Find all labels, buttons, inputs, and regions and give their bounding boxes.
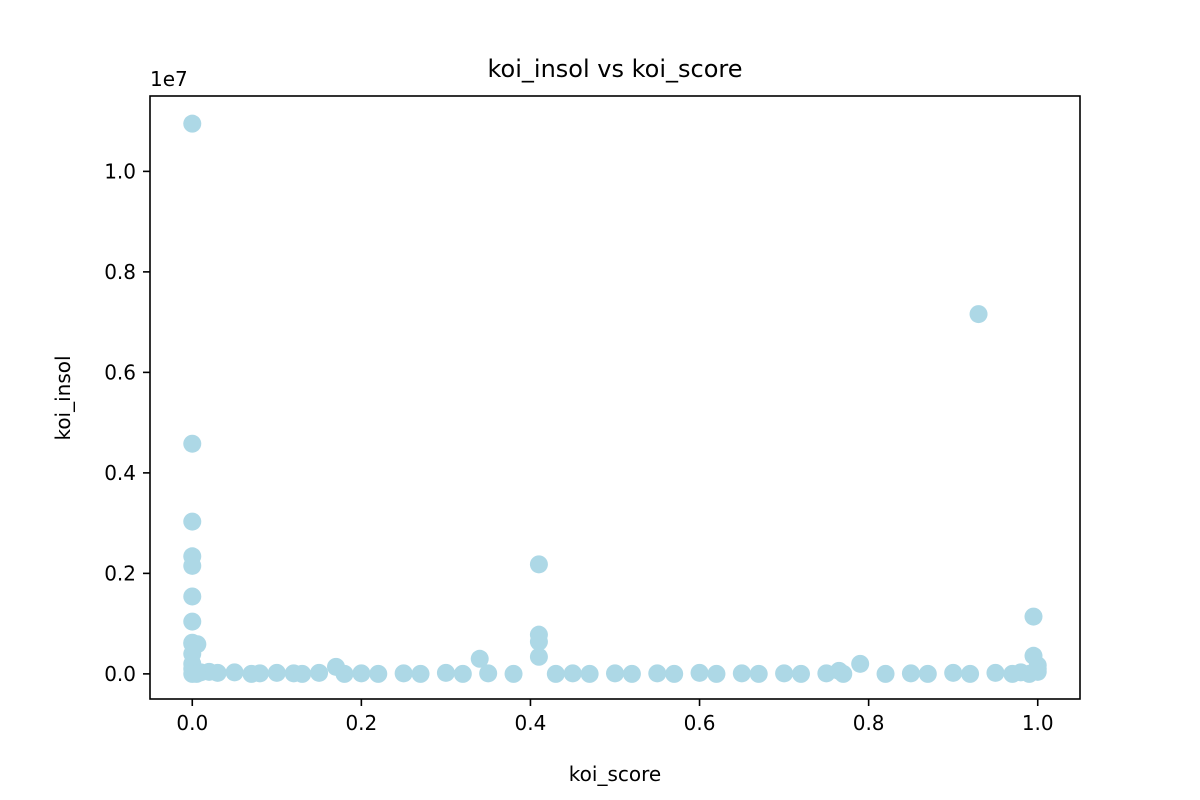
data-point [529, 632, 548, 651]
y-axis-label: koi_insol [51, 355, 75, 440]
data-point [293, 664, 312, 683]
data-point [335, 664, 354, 683]
points-layer [183, 114, 1047, 683]
data-point [352, 664, 371, 683]
data-point [208, 663, 227, 682]
y-tick-label: 0.2 [104, 561, 136, 585]
data-point [690, 663, 709, 682]
x-tick-label: 0.0 [176, 711, 208, 735]
data-point [267, 663, 286, 682]
data-point [183, 114, 202, 133]
data-point [876, 664, 895, 683]
y-offset-label: 1e7 [150, 67, 188, 91]
data-point [901, 664, 920, 683]
y-tick-label: 0.0 [104, 662, 136, 686]
y-tick-label: 0.4 [104, 461, 136, 485]
x-axis-ticks: 0.0 0.2 0.4 0.6 0.8 1.0 [176, 699, 1054, 735]
y-tick-label: 0.8 [104, 260, 136, 284]
data-point [479, 664, 498, 683]
data-point [183, 434, 202, 453]
data-point [183, 556, 202, 575]
data-point [453, 664, 472, 683]
data-point [749, 664, 768, 683]
data-point [187, 664, 206, 683]
data-point [986, 663, 1005, 682]
data-point [411, 664, 430, 683]
data-point [310, 663, 329, 682]
data-point [606, 664, 624, 683]
chart-title: koi_insol vs koi_score [488, 55, 743, 83]
data-point [436, 663, 455, 682]
x-tick-label: 1.0 [1022, 711, 1054, 735]
x-tick-label: 0.8 [853, 711, 885, 735]
data-point [1020, 664, 1039, 683]
data-point [529, 647, 548, 666]
data-point [1024, 607, 1043, 626]
data-point [242, 664, 261, 683]
data-point [834, 664, 853, 683]
data-point [665, 664, 684, 683]
data-point [563, 664, 582, 683]
data-point [775, 664, 794, 683]
x-tick-label: 0.6 [684, 711, 716, 735]
data-point [969, 305, 988, 324]
data-point [183, 587, 202, 606]
data-point [225, 663, 244, 682]
data-point [732, 664, 751, 683]
data-point [504, 664, 523, 683]
data-point [1003, 664, 1022, 683]
plot-frame [149, 95, 1081, 700]
data-point [622, 664, 641, 683]
data-point [961, 664, 980, 683]
y-axis-ticks: 0.0 0.2 0.4 0.6 0.8 1.0 [104, 159, 150, 686]
data-point [817, 664, 836, 683]
x-tick-label: 0.2 [345, 711, 377, 735]
data-point [183, 512, 202, 531]
x-tick-label: 0.4 [515, 711, 547, 735]
data-point [707, 664, 726, 683]
data-point [470, 649, 489, 668]
data-point [183, 612, 202, 631]
data-point [394, 664, 413, 683]
data-point [580, 664, 599, 683]
data-point [546, 664, 565, 683]
y-tick-label: 0.6 [104, 360, 136, 384]
data-point [851, 654, 870, 673]
x-axis-label: koi_score [569, 762, 661, 786]
data-point [944, 663, 963, 682]
data-point [529, 555, 548, 574]
data-point [369, 664, 388, 683]
data-point [792, 664, 810, 683]
y-tick-label: 1.0 [104, 159, 136, 183]
data-point [918, 664, 937, 683]
data-point [648, 664, 667, 683]
